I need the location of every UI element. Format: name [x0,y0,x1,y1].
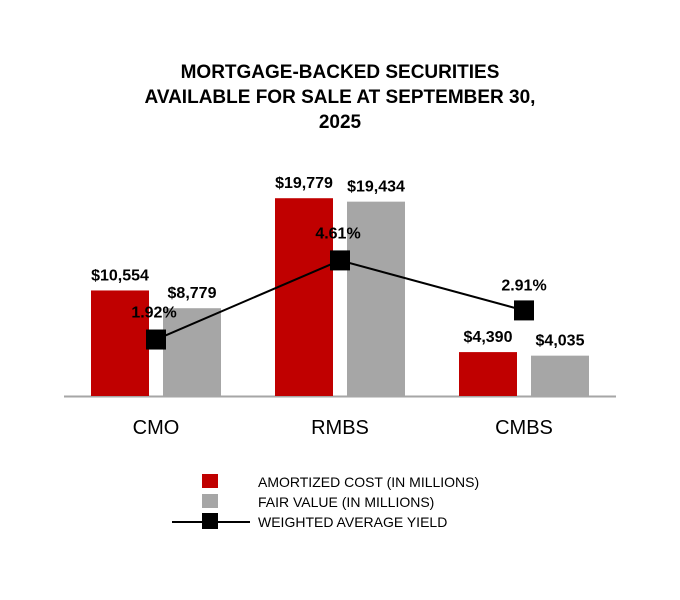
data-label-fair-value-cmo: $8,779 [168,285,217,302]
legend-swatch-amortized-cost [202,474,218,488]
legend-label-fair-value: FAIR VALUE (IN MILLIONS) [258,494,435,510]
yield-marker-cmbs [514,300,534,321]
yield-marker-rmbs [330,250,350,271]
yield-label-rmbs: 4.61% [315,225,360,242]
data-label-fair-value-cmbs: $4,035 [536,333,585,350]
legend-marker-yield [202,513,218,529]
chart-title-line-3: 2025 [318,112,362,133]
category-label-cmbs: CMBS [495,417,553,439]
chart-legend: AMORTIZED COST (IN MILLIONS) FAIR VALUE … [170,472,570,532]
yield-marker-cmo [146,329,166,350]
category-label-rmbs: RMBS [311,417,369,439]
category-label-cmo: CMO [133,417,180,439]
bar-fair-value-cmo [163,308,221,396]
legend-item-weighted-average-yield: WEIGHTED AVERAGE YIELD [170,512,570,532]
legend-swatch-fair-value [202,494,218,508]
data-label-amortized-cost-cmo: $10,554 [91,267,149,284]
bar-amortized-cost-cmo [91,290,149,396]
chart-title-line-1: MORTGAGE-BACKED SECURITIES [180,62,500,83]
chart-title: MORTGAGE-BACKED SECURITIES AVAILABLE FOR… [0,60,680,135]
bar-amortized-cost-rmbs [275,198,333,396]
legend-item-amortized-cost: AMORTIZED COST (IN MILLIONS) [170,472,570,492]
data-label-amortized-cost-rmbs: $19,779 [275,175,333,192]
yield-label-cmo: 1.92% [131,305,176,322]
legend-item-fair-value: FAIR VALUE (IN MILLIONS) [170,492,570,512]
data-label-amortized-cost-cmbs: $4,390 [464,329,513,346]
bar-amortized-cost-cmbs [459,352,517,396]
chart-title-line-2: AVAILABLE FOR SALE AT SEPTEMBER 30, [144,87,536,108]
yield-label-cmbs: 2.91% [501,277,546,294]
legend-label-amortized-cost: AMORTIZED COST (IN MILLIONS) [258,474,480,490]
legend-label-weighted-average-yield: WEIGHTED AVERAGE YIELD [258,514,448,530]
bar-fair-value-cmbs [531,355,589,396]
bar-fair-value-rmbs [347,201,405,396]
data-label-fair-value-rmbs: $19,434 [347,179,405,196]
